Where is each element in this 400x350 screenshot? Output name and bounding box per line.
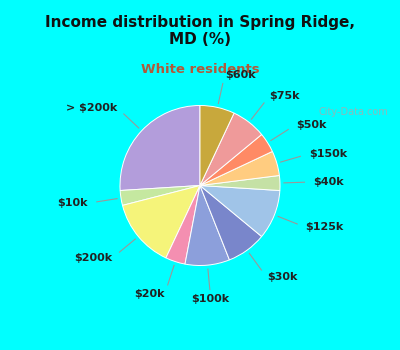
Text: White residents: White residents <box>141 63 259 76</box>
Wedge shape <box>200 105 234 186</box>
Text: Income distribution in Spring Ridge,
MD (%): Income distribution in Spring Ridge, MD … <box>45 15 355 47</box>
Wedge shape <box>122 186 200 258</box>
Text: $30k: $30k <box>267 272 297 282</box>
Text: $10k: $10k <box>57 198 88 208</box>
Wedge shape <box>200 152 279 186</box>
Text: $40k: $40k <box>314 177 344 187</box>
Wedge shape <box>200 175 280 190</box>
Wedge shape <box>200 186 262 260</box>
Text: $50k: $50k <box>296 120 326 130</box>
Wedge shape <box>166 186 200 264</box>
Wedge shape <box>185 186 230 266</box>
Text: $60k: $60k <box>225 70 256 80</box>
Wedge shape <box>200 134 272 186</box>
Text: City-Data.com: City-Data.com <box>318 107 388 117</box>
Text: $100k: $100k <box>192 294 230 303</box>
Text: $20k: $20k <box>134 288 165 299</box>
Text: $150k: $150k <box>309 149 347 159</box>
Text: > $200k: > $200k <box>66 103 117 113</box>
Wedge shape <box>120 105 200 190</box>
Text: $200k: $200k <box>74 253 112 263</box>
Wedge shape <box>200 186 280 237</box>
Wedge shape <box>120 186 200 205</box>
Wedge shape <box>200 113 262 186</box>
Text: $75k: $75k <box>270 91 300 101</box>
Text: $125k: $125k <box>306 222 344 232</box>
